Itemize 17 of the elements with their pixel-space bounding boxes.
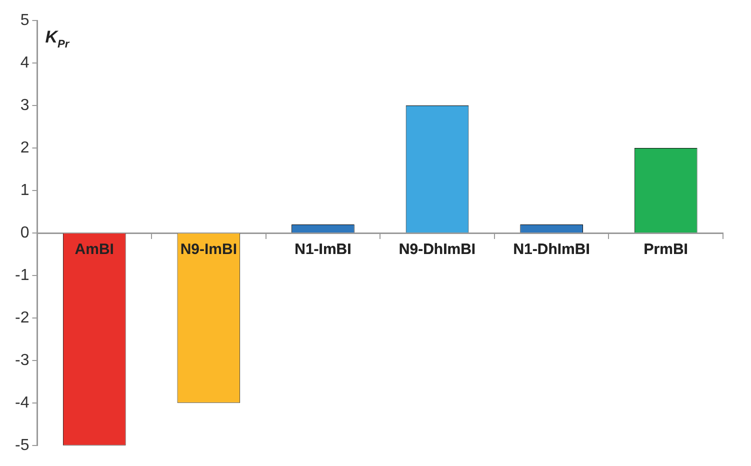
y-tick-label: -4 xyxy=(14,394,30,412)
y-tick-label: 1 xyxy=(20,182,30,199)
y-tick-label: 4 xyxy=(20,54,30,72)
x-tick-label: N1-ImBI xyxy=(294,241,352,258)
y-tick-label: -1 xyxy=(14,266,30,284)
y-tick-label: 2 xyxy=(20,139,30,156)
x-tick-label: N9-ImBI xyxy=(180,241,238,258)
y-tick-label: -5 xyxy=(14,436,30,454)
y-tick-label: 0 xyxy=(20,224,30,242)
y-tick-label: -3 xyxy=(14,352,30,369)
y-tick-label: 3 xyxy=(20,96,30,114)
y-tick-label: 5 xyxy=(20,12,30,30)
x-tick-label: AmBI xyxy=(74,241,114,258)
x-tick-label: N9-DhImBI xyxy=(398,241,476,258)
x-tick-label: N1-DhImBI xyxy=(513,241,590,258)
x-tick-label: PrmBI xyxy=(644,241,688,258)
y-tick-label: -2 xyxy=(14,309,30,326)
